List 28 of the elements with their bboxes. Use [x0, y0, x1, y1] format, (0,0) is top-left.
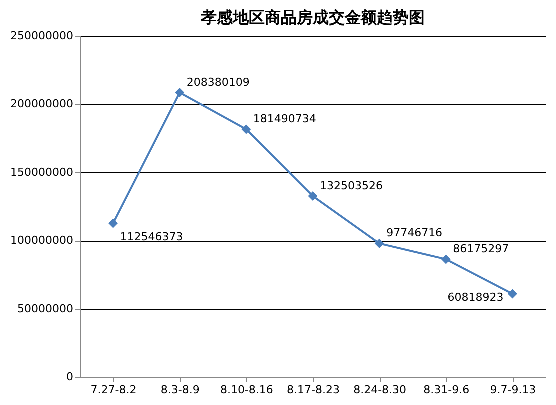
- point: [508, 289, 518, 299]
- x-tick-label: 9.7-9.13: [490, 384, 536, 396]
- x-tick-label: 8.31-9.6: [424, 384, 470, 396]
- x-tick-label: 8.3-8.9: [160, 384, 200, 396]
- point: [441, 254, 451, 264]
- x-tick-label: 8.24-8.30: [354, 384, 407, 396]
- point: [308, 192, 318, 202]
- data-label: 97746716: [386, 226, 443, 240]
- y-tick-label: 0: [66, 370, 74, 384]
- y-tick-label: 200000000: [10, 98, 74, 111]
- point: [242, 124, 252, 134]
- data-label: 86175297: [453, 242, 510, 256]
- chart-title: 孝感地区商品房成交金额趋势图: [200, 8, 425, 27]
- x-tick-label: 8.17-8.23: [287, 384, 340, 396]
- data-label: 181490734: [253, 112, 316, 126]
- data-label: 112546373: [120, 230, 184, 244]
- data-label: 132503526: [320, 179, 383, 192]
- point: [108, 218, 118, 228]
- y-tick-label: 50000000: [18, 302, 74, 316]
- data-label: 60818923: [448, 291, 504, 304]
- y-tick-label: 250000000: [10, 30, 74, 42]
- y-tick-label: 100000000: [10, 234, 74, 248]
- point: [374, 238, 384, 248]
- x-tick-label: 7.27-8.2: [90, 384, 137, 396]
- point: [175, 88, 185, 98]
- x-tick-label: 8.10-8.16: [220, 384, 274, 396]
- y-tick-label: 150000000: [10, 166, 74, 179]
- data-label: 208380109: [186, 76, 250, 89]
